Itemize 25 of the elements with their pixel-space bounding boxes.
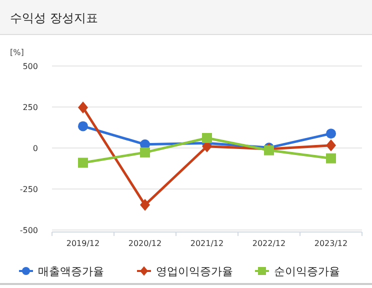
point [78, 121, 88, 132]
legend-label: 매출액증가율 [38, 264, 104, 278]
x-tick-label: 2022/12 [252, 239, 286, 248]
y-axis-title: [%] [10, 48, 24, 57]
y-tick-label: 0 [32, 144, 38, 153]
point [78, 158, 88, 168]
x-tick-label: 2020/12 [128, 239, 162, 248]
point [326, 153, 336, 164]
point [140, 198, 150, 211]
point [202, 132, 212, 143]
y-tick-label: -250 [20, 184, 38, 194]
y-tick-label: 250 [22, 102, 38, 112]
point [326, 139, 336, 152]
x-tick-label: 2019/12 [66, 239, 100, 248]
point [140, 147, 150, 158]
point [264, 145, 274, 156]
x-tick-label: 2021/12 [190, 239, 224, 248]
chart-title: 수익성 장성지표 [10, 11, 98, 25]
x-tick-label: 2023/12 [314, 239, 348, 248]
legend-label: 영업이익증가율 [156, 264, 233, 278]
point [78, 101, 88, 114]
legend-label: 순이익증가율 [274, 264, 340, 278]
point [326, 128, 336, 139]
y-tick-label: 500 [22, 62, 38, 71]
y-tick-label: -500 [20, 226, 38, 235]
